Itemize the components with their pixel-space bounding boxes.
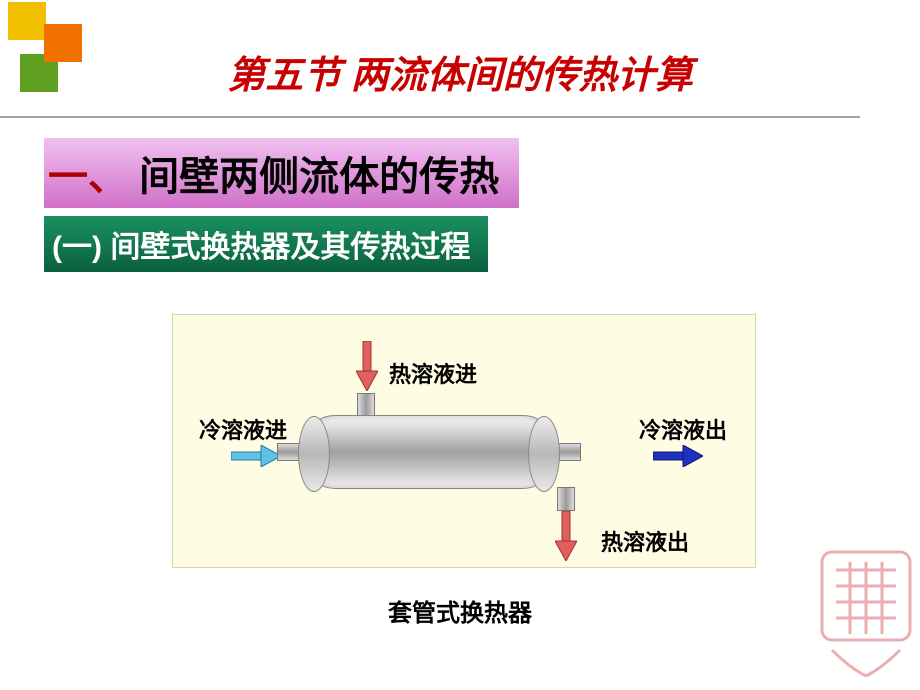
divider-line xyxy=(0,116,860,118)
stamp-seal-icon xyxy=(816,546,916,686)
nozzle-bottom-out xyxy=(557,487,575,511)
nozzle-right xyxy=(557,443,581,461)
diagram-caption: 套管式换热器 xyxy=(0,593,920,628)
deco-square-yellow xyxy=(8,2,46,40)
heading-level-1: 一、 间壁两侧流体的传热 xyxy=(44,138,519,208)
heading1-text: 间壁两侧流体的传热 xyxy=(139,155,499,199)
arrow-hot-out-icon xyxy=(555,511,577,561)
deco-square-orange xyxy=(44,24,82,62)
slide-title: 第五节 两流体间的传热计算 xyxy=(0,44,920,99)
label-hot-in: 热溶液进 xyxy=(389,357,477,389)
exchanger-body xyxy=(299,415,559,489)
heading-level-2: (一) 间壁式换热器及其传热过程 xyxy=(44,216,488,272)
arrow-cold-in-icon xyxy=(231,445,281,467)
label-hot-out: 热溶液出 xyxy=(601,525,689,557)
nozzle-top-in xyxy=(357,393,375,417)
arrow-cold-out-icon xyxy=(653,445,703,467)
heading1-number: 一、 xyxy=(48,155,128,199)
exchanger-diagram: 热溶液进 冷溶液进 冷溶液出 热溶液出 xyxy=(172,314,756,568)
arrow-hot-in-icon xyxy=(356,341,378,391)
label-cold-out: 冷溶液出 xyxy=(639,413,727,445)
label-cold-in: 冷溶液进 xyxy=(199,413,287,445)
